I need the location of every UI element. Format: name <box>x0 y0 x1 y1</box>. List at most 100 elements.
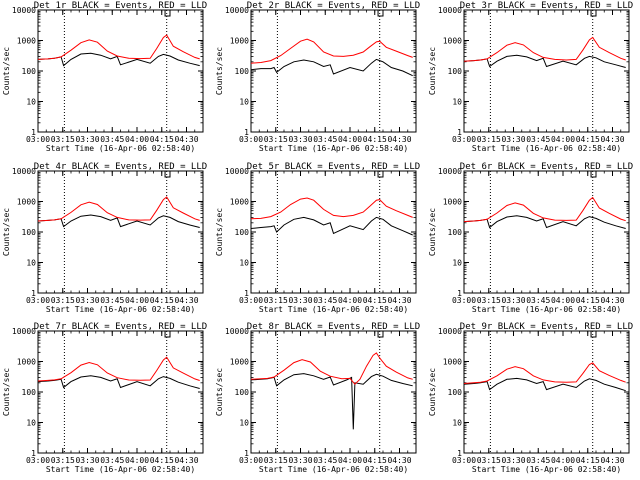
series-lld-line <box>463 196 626 223</box>
y-tick-label: 10 <box>239 98 249 107</box>
y-tick-label: 1 <box>457 128 462 137</box>
x-tick-label: 04:30 <box>600 135 624 144</box>
x-tick-label: 03:45 <box>313 135 337 144</box>
x-tick-label: 03:00 <box>452 135 476 144</box>
x-tick-label: 03:00 <box>239 456 263 465</box>
series-lld-line <box>463 362 626 384</box>
y-tick-label: 100 <box>22 228 37 237</box>
x-axis-label: Start Time (16-Apr-06 02:58:40) <box>259 465 408 474</box>
y-axis-label: Counts/sec <box>428 47 437 95</box>
y-tick-label: 10000 <box>12 6 36 15</box>
x-tick-label: 04:15 <box>576 456 600 465</box>
y-tick-label: 1000 <box>443 37 462 46</box>
panel-det-6: Det 6r BLACK = Events, RED = LLD 1 10 100 10… <box>428 162 633 314</box>
x-tick-label: 03:45 <box>313 456 337 465</box>
y-tick-label: 10 <box>452 98 462 107</box>
x-tick-label: 03:45 <box>100 456 124 465</box>
x-tick-label: 03:15 <box>51 135 75 144</box>
x-tick-label: 04:00 <box>551 135 575 144</box>
y-tick-label: 100 <box>22 388 37 397</box>
y-axis-label: Counts/sec <box>2 368 11 416</box>
x-tick-label: 03:00 <box>239 135 263 144</box>
x-axis-label: Start Time (16-Apr-06 02:58:40) <box>259 144 408 153</box>
bracket-marker <box>164 10 171 17</box>
panel-det-4: Det 4r BLACK = Events, RED = LLD 1 10 100 10… <box>2 162 207 314</box>
panel-det-1: Det 1r BLACK = Events, RED = LLD 1 10 100 10… <box>2 1 207 153</box>
chart-title: Det 1r BLACK = Events, RED = LLD <box>34 1 207 11</box>
x-tick-label: 03:45 <box>100 135 124 144</box>
chart-title: Det 5r BLACK = Events, RED = LLD <box>247 162 420 172</box>
x-tick-label: 03:15 <box>51 456 75 465</box>
bracket-marker <box>377 331 384 338</box>
x-tick-label: 04:15 <box>576 296 600 305</box>
x-tick-label: 04:00 <box>125 456 149 465</box>
plot-frame <box>37 330 204 454</box>
x-tick-label: 04:00 <box>338 135 362 144</box>
y-tick-label: 10 <box>26 419 36 428</box>
series-lld-line <box>250 197 413 220</box>
x-tick-label: 04:15 <box>150 135 174 144</box>
y-tick-label: 1 <box>244 128 249 137</box>
x-tick-label: 03:15 <box>477 296 501 305</box>
x-tick-label: 03:30 <box>288 135 312 144</box>
y-tick-label: 100 <box>448 388 463 397</box>
x-tick-label: 03:30 <box>501 135 525 144</box>
plot-frame <box>250 330 417 454</box>
y-tick-label: 1000 <box>17 198 36 207</box>
x-tick-label: 03:30 <box>75 135 99 144</box>
bracket-marker <box>590 10 597 17</box>
y-axis-label: Counts/sec <box>2 47 11 95</box>
chart-title: Det 8r BLACK = Events, RED = LLD <box>247 322 420 332</box>
y-tick-label: 100 <box>235 388 250 397</box>
x-tick-label: 03:45 <box>526 135 550 144</box>
y-axis-label: Counts/sec <box>428 208 437 256</box>
x-tick-label: 04:15 <box>150 456 174 465</box>
series-events-line <box>250 373 413 430</box>
x-tick-label: 04:30 <box>387 135 411 144</box>
y-tick-label: 1 <box>457 289 462 298</box>
x-tick-label: 03:30 <box>501 296 525 305</box>
x-tick-label: 04:30 <box>174 135 198 144</box>
bracket-marker <box>377 171 384 178</box>
y-tick-label: 10000 <box>225 167 249 176</box>
y-tick-label: 10 <box>26 98 36 107</box>
series-events-line <box>250 58 413 77</box>
y-tick-label: 10000 <box>12 167 36 176</box>
y-tick-label: 10000 <box>225 6 249 15</box>
plot-frame <box>37 9 204 133</box>
y-tick-label: 10 <box>452 419 462 428</box>
x-tick-label: 04:15 <box>576 135 600 144</box>
x-tick-label: 04:30 <box>387 296 411 305</box>
plot-frame <box>37 170 204 294</box>
x-tick-label: 03:45 <box>526 296 550 305</box>
x-tick-label: 03:00 <box>452 296 476 305</box>
series-events-line <box>37 375 200 389</box>
x-tick-label: 03:15 <box>51 296 75 305</box>
y-tick-label: 10 <box>239 259 249 268</box>
x-tick-label: 03:15 <box>264 296 288 305</box>
y-axis-label: Counts/sec <box>215 47 224 95</box>
panel-det-3: Det 3r BLACK = Events, RED = LLD 1 10 100 10… <box>428 1 633 153</box>
x-tick-label: 04:00 <box>338 456 362 465</box>
y-tick-label: 100 <box>22 67 37 76</box>
x-tick-label: 03:00 <box>26 135 50 144</box>
y-axis-label: Counts/sec <box>215 368 224 416</box>
y-tick-label: 1000 <box>17 37 36 46</box>
x-tick-label: 04:30 <box>174 296 198 305</box>
y-tick-label: 1 <box>244 449 249 458</box>
x-tick-label: 03:15 <box>264 456 288 465</box>
chart-title: Det 7r BLACK = Events, RED = LLD <box>34 322 207 332</box>
series-lld-line <box>37 356 200 382</box>
y-tick-label: 1000 <box>230 37 249 46</box>
x-tick-label: 04:00 <box>125 135 149 144</box>
chart-title: Det 3r BLACK = Events, RED = LLD <box>460 1 633 11</box>
series-lld-line <box>463 36 626 62</box>
x-tick-label: 03:45 <box>526 456 550 465</box>
x-tick-label: 04:15 <box>363 456 387 465</box>
x-tick-label: 04:30 <box>387 456 411 465</box>
series-events-line <box>463 377 626 392</box>
panel-det-8: Det 8r BLACK = Events, RED = LLD 1 10 100 10… <box>215 322 420 474</box>
x-tick-label: 03:15 <box>264 135 288 144</box>
y-axis-label: Counts/sec <box>2 208 11 256</box>
